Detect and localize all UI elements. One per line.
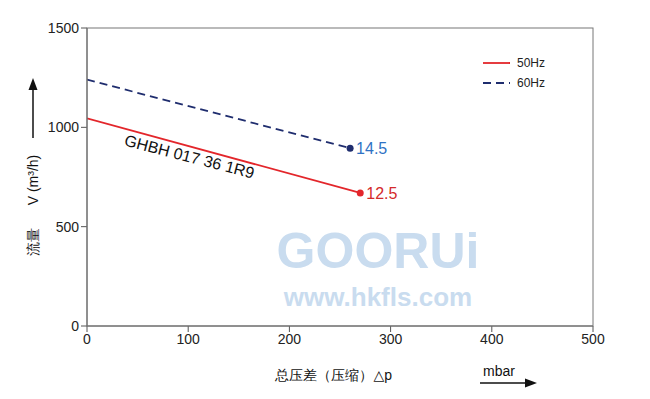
svg-text:GHBH 017 36 1R9: GHBH 017 36 1R9 <box>123 132 257 182</box>
svg-text:流量: 流量 <box>25 228 41 256</box>
svg-text:60Hz: 60Hz <box>517 76 545 90</box>
svg-text:400: 400 <box>480 331 504 347</box>
svg-text:500: 500 <box>56 219 80 235</box>
svg-text:0: 0 <box>71 318 79 334</box>
svg-text:总压差（压缩）△p: 总压差（压缩）△p <box>274 367 392 383</box>
svg-text:0: 0 <box>83 331 91 347</box>
svg-text:www.hkfls.com: www.hkfls.com <box>283 282 472 312</box>
svg-text:1000: 1000 <box>48 119 79 135</box>
svg-text:500: 500 <box>581 331 605 347</box>
svg-text:GOORUi: GOORUi <box>277 223 480 279</box>
svg-text:mbar: mbar <box>483 363 515 379</box>
svg-text:300: 300 <box>379 331 403 347</box>
svg-text:200: 200 <box>278 331 302 347</box>
svg-text:100: 100 <box>177 331 201 347</box>
svg-text:12.5: 12.5 <box>366 185 397 202</box>
svg-text:1500: 1500 <box>48 20 79 36</box>
svg-text:50Hz: 50Hz <box>517 56 545 70</box>
svg-text:14.5: 14.5 <box>356 140 387 157</box>
svg-text:V (m³/h): V (m³/h) <box>25 155 41 206</box>
